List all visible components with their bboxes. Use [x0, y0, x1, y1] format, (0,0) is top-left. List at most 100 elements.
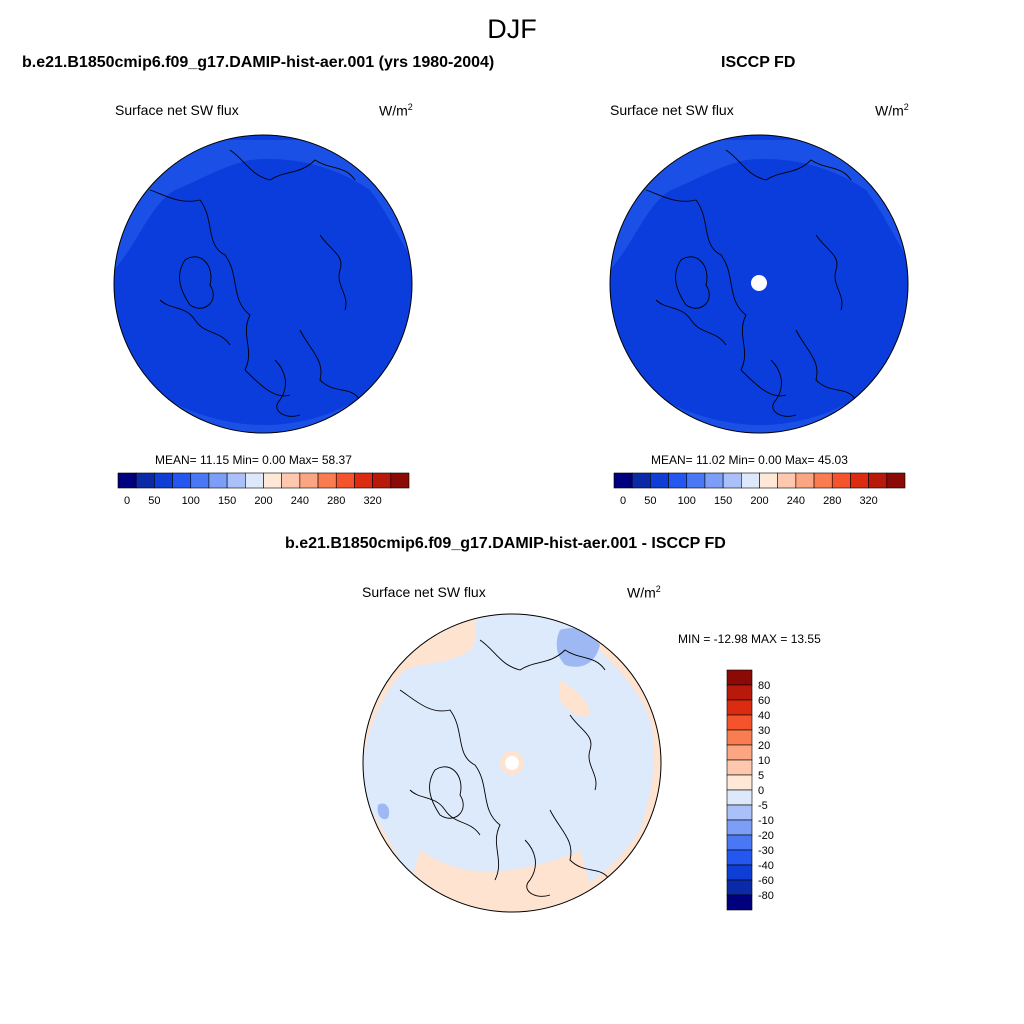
panel-1-coastlines: [149, 149, 391, 417]
panel-1-units: W/m2: [379, 102, 413, 119]
diff-colorbar-tick-label: -40: [758, 860, 774, 872]
panel-2-colorbar-swatch: [886, 472, 906, 489]
panel-1-colorbar-tick-label: 200: [254, 495, 272, 507]
diff-colorbar-swatch: [726, 774, 753, 791]
diff-colorbar-swatch: [726, 894, 753, 911]
panel-1-map: [113, 134, 413, 434]
diff-colorbar-tick-label: 20: [758, 740, 770, 752]
diff-colorbar-tick-label: 40: [758, 710, 770, 722]
panel-1-colorbar-swatch: [190, 472, 210, 489]
diff-colorbar-tick-label: 60: [758, 695, 770, 707]
panel-1-colorbar-tick-label: 320: [363, 495, 381, 507]
figure-title: DJF: [487, 14, 537, 44]
diff-colorbar-swatch: [726, 864, 753, 881]
panel-1-colorbar-swatch: [354, 472, 373, 489]
panel-2-colorbar-swatch: [795, 472, 815, 489]
diff-colorbar-swatch: [726, 759, 753, 776]
diff-colorbar-tick-label: 5: [758, 770, 764, 782]
panel-1-variable-label: Surface net SW flux: [115, 102, 239, 118]
panel-1-colorbar-swatch: [335, 472, 355, 489]
panel-2-colorbar-tick-label: 240: [787, 495, 805, 507]
diff-map: [362, 613, 662, 913]
diff-colorbar-tick-label: -80: [758, 890, 774, 902]
diff-panel-units: W/m2: [627, 584, 661, 601]
diff-colorbar-swatch: [726, 744, 753, 761]
panel-2-colorbar-swatch: [686, 472, 706, 489]
panel-1-map-disk: [114, 135, 412, 433]
panel-2-pole-gap: [751, 275, 767, 291]
panel-2-colorbar-tick-label: 0: [620, 495, 626, 507]
diff-colorbar-swatch: [726, 879, 753, 896]
panel-2-map: [609, 134, 909, 434]
panel-1-colorbar-swatch: [245, 472, 264, 489]
diff-map-border: [362, 613, 662, 913]
diff-colorbar-tick-label: -30: [758, 845, 774, 857]
panel-1-stats: MEAN= 11.15 Min= 0.00 Max= 58.37: [155, 453, 352, 467]
panel-2-colorbar-swatch: [813, 472, 833, 489]
diff-colorbar-tick-label: 10: [758, 755, 770, 767]
panel-2-colorbar-tick-label: 100: [678, 495, 696, 507]
panel-2-colorbar-swatch: [668, 472, 688, 489]
diff-map-coastlines: [399, 639, 611, 897]
panel-1-rim-shading: [114, 140, 412, 270]
panel-2-colorbar-tick-label: 320: [859, 495, 877, 507]
diff-cool-region-northeast: [556, 628, 600, 667]
diff-colorbar-tick-label: 80: [758, 680, 770, 692]
diff-colorbar: 80 60 40 30 20 10 5 0 -5 -10 -20 -30 -40 -60 -80: [726, 669, 774, 911]
panel-2-colorbar-swatch: [850, 472, 869, 489]
panel-1-colorbar-swatch: [390, 472, 410, 489]
panel-1-map-border: [113, 134, 413, 434]
panel-2-colorbar-tick-label: 150: [714, 495, 732, 507]
panel-2-units: W/m2: [875, 102, 909, 119]
panel-1-colorbar-swatch: [135, 472, 155, 489]
diff-colorbar-swatch: [726, 669, 753, 686]
panel-1-colorbar-swatch: [299, 472, 319, 489]
diff-colorbar-swatch: [726, 714, 753, 731]
diff-colorbar-swatch: [726, 804, 753, 821]
diff-colorbar-swatch: [726, 849, 753, 866]
diff-colorbar-swatch: [726, 729, 753, 746]
panel-2-variable-label: Surface net SW flux: [610, 102, 734, 118]
diff-panel-title: b.e21.B1850cmip6.f09_g17.DAMIP-hist-aer.…: [285, 535, 726, 552]
diff-warm-patch-north: [560, 680, 590, 717]
diff-colorbar-swatch: [726, 789, 753, 806]
panel-2-colorbar-swatch: [759, 472, 778, 489]
panel-2-colorbar-swatch: [831, 472, 851, 489]
panel-2-colorbar-swatch: [868, 472, 888, 489]
diff-colorbar-swatch: [726, 684, 753, 701]
panel-2-rim-shading: [610, 140, 908, 270]
panel-2-colorbar-swatch: [741, 472, 760, 489]
panel-2-colorbar-swatch: [631, 472, 651, 489]
panel-2-colorbar-swatch: [722, 472, 742, 489]
panel-2-map-border: [609, 134, 909, 434]
diff-colorbar-tick-label: -10: [758, 815, 774, 827]
panel-1-colorbar-tick-label: 0: [124, 495, 130, 507]
diff-panel-stats: MIN = -12.98 MAX = 13.55: [678, 632, 821, 646]
panel-1-colorbar: 0 50 100 150 200 240 280 320: [117, 472, 410, 507]
diff-colorbar-tick-label: -60: [758, 875, 774, 887]
panel-2-colorbar-tick-label: 50: [644, 495, 656, 507]
panel-1-colorbar-swatch: [317, 472, 337, 489]
panel-1-colorbar-tick-label: 150: [218, 495, 236, 507]
diff-panel-variable-label: Surface net SW flux: [362, 584, 486, 600]
panel-2-title: ISCCP FD: [721, 54, 796, 71]
panel-1-colorbar-swatch: [263, 472, 282, 489]
diff-colorbar-swatch: [726, 699, 753, 716]
panel-1-title: b.e21.B1850cmip6.f09_g17.DAMIP-hist-aer.…: [22, 54, 495, 71]
panel-2-colorbar-tick-label: 280: [823, 495, 841, 507]
diff-colorbar-swatch: [726, 834, 753, 851]
diff-colorbar-swatch: [726, 819, 753, 836]
panel-1-colorbar-tick-label: 50: [148, 495, 160, 507]
panel-1-colorbar-tick-label: 280: [327, 495, 345, 507]
panel-2-colorbar-swatch: [777, 472, 797, 489]
diff-pole-gap: [505, 756, 519, 770]
panel-1-colorbar-swatch: [172, 472, 192, 489]
panel-2-colorbar-swatch: [613, 472, 633, 489]
diff-cool-patch-west: [377, 803, 390, 820]
panel-1-colorbar-swatch: [226, 472, 246, 489]
panel-1-colorbar-swatch: [372, 472, 392, 489]
panel-2-colorbar-swatch: [650, 472, 669, 489]
panel-2-stats: MEAN= 11.02 Min= 0.00 Max= 45.03: [651, 453, 848, 467]
diff-colorbar-tick-label: -5: [758, 800, 768, 812]
